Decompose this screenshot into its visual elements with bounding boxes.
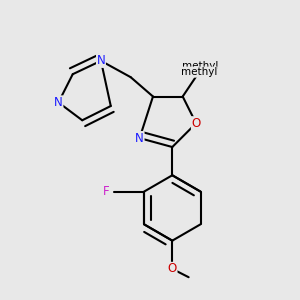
Text: N: N <box>54 96 63 109</box>
Text: F: F <box>103 185 110 198</box>
Text: methyl: methyl <box>181 67 217 77</box>
Text: methyl: methyl <box>208 71 213 72</box>
Text: methyl: methyl <box>182 61 219 70</box>
Text: O: O <box>191 117 201 130</box>
Text: O: O <box>168 262 177 275</box>
Text: N: N <box>97 54 105 67</box>
Text: N: N <box>135 132 144 145</box>
